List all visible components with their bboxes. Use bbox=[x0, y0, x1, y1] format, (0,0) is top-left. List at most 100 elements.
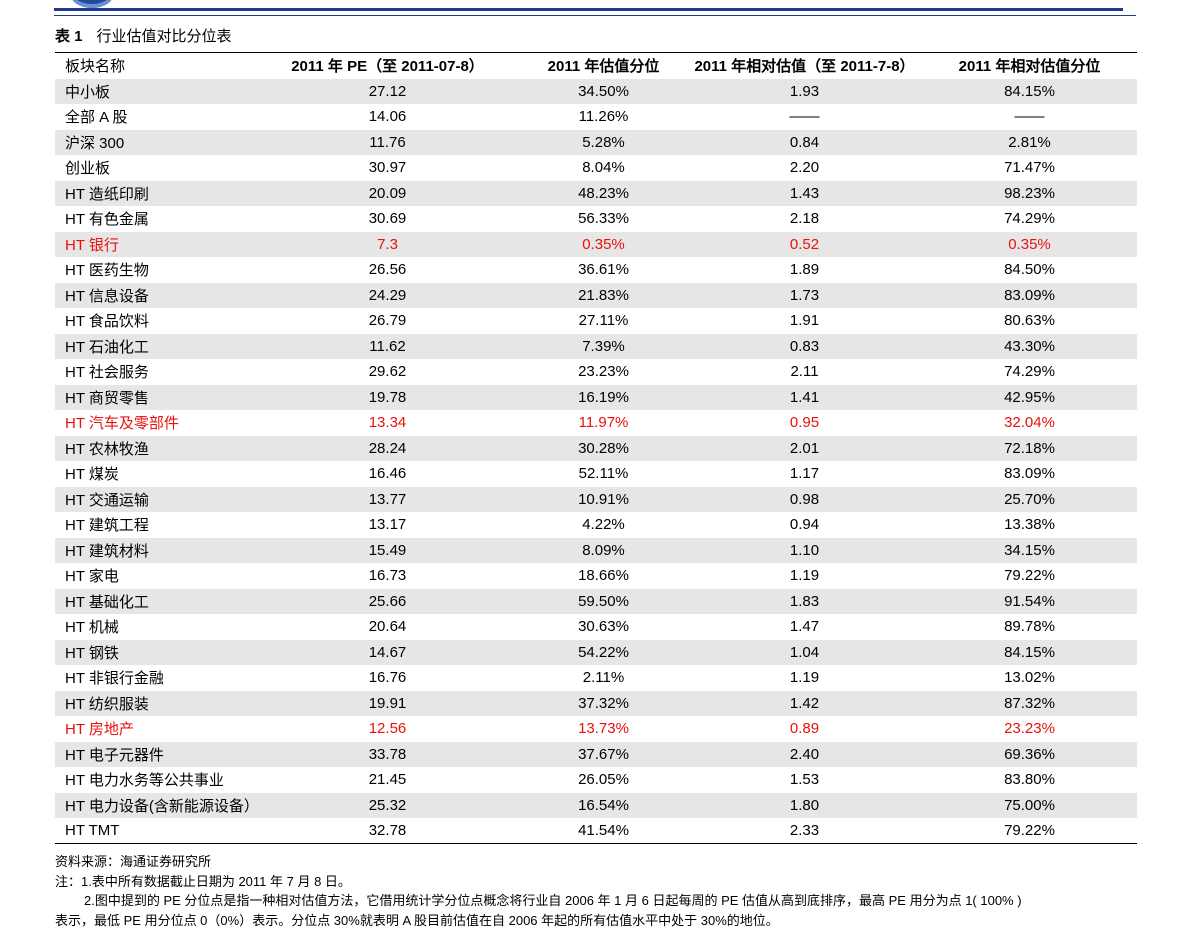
cell-pe-percentile: 10.91% bbox=[578, 490, 629, 508]
cell-relative-valuation: 1.19 bbox=[789, 669, 820, 687]
cell-relative-valuation: —— bbox=[789, 108, 820, 126]
cell-sector-name: HT 电力水务等公共事业 bbox=[65, 772, 224, 790]
cell-relative-percentile: 98.23% bbox=[1004, 184, 1055, 202]
table-row: HT 食品饮料 26.79 27.11% 1.91 80.63% bbox=[55, 308, 1137, 334]
cell-pe: 24.29 bbox=[368, 286, 407, 304]
cell-relative-valuation: 0.84 bbox=[789, 133, 820, 151]
cell-pe-percentile: 27.11% bbox=[578, 312, 629, 330]
cell-pe-percentile: 16.19% bbox=[578, 388, 629, 406]
cell-relative-valuation: 1.04 bbox=[789, 643, 820, 661]
cell-pe-percentile: 26.05% bbox=[578, 771, 629, 789]
cell-sector-name: 沪深 300 bbox=[65, 134, 125, 152]
table-row: HT 房地产 12.56 13.73% 0.89 23.23% bbox=[55, 716, 1137, 742]
cell-pe-percentile: 23.23% bbox=[578, 363, 629, 381]
column-header-relative-percentile: 2011 年相对估值分位 bbox=[922, 52, 1137, 79]
valuation-table: 板块名称 2011 年 PE（至 2011-07-8） 2011 年估值分位 2… bbox=[55, 52, 1137, 844]
cell-relative-percentile: 13.02% bbox=[1004, 669, 1055, 687]
cell-relative-percentile: 13.38% bbox=[1004, 516, 1055, 534]
cell-relative-valuation: 1.93 bbox=[789, 82, 820, 100]
cell-relative-percentile: 83.09% bbox=[1004, 465, 1055, 483]
cell-sector-name: HT 电子元器件 bbox=[65, 746, 164, 764]
cell-pe-percentile: 11.97% bbox=[578, 414, 629, 432]
table-row: HT 建筑材料 15.49 8.09% 1.10 34.15% bbox=[55, 537, 1137, 563]
cell-relative-percentile: 42.95% bbox=[1004, 388, 1055, 406]
cell-pe: 11.62 bbox=[369, 337, 406, 355]
table-row: HT 基础化工 25.66 59.50% 1.83 91.54% bbox=[55, 588, 1137, 614]
column-header-relative-valuation: 2011 年相对估值（至 2011-7-8） bbox=[687, 52, 922, 79]
cell-pe: 33.78 bbox=[368, 745, 407, 763]
cell-relative-percentile: 74.29% bbox=[1004, 363, 1055, 381]
cell-sector-name: HT 建筑工程 bbox=[65, 517, 149, 535]
cell-relative-valuation: 1.91 bbox=[789, 312, 820, 330]
cell-sector-name: HT 钢铁 bbox=[65, 644, 119, 662]
cell-pe-percentile: 16.54% bbox=[578, 796, 629, 814]
cell-pe: 16.73 bbox=[368, 567, 407, 585]
cell-pe-percentile: 37.32% bbox=[578, 694, 629, 712]
footnote-1: 注：1.表中所有数据截止日期为 2011 年 7 月 8 日。 bbox=[55, 873, 351, 889]
notes-section: 资料来源：海通证券研究所 注：1.表中所有数据截止日期为 2011 年 7 月 … bbox=[55, 852, 1137, 930]
table-row: HT 农林牧渔 28.24 30.28% 2.01 72.18% bbox=[55, 435, 1137, 461]
cell-relative-valuation: 0.98 bbox=[789, 490, 820, 508]
cell-pe: 16.76 bbox=[368, 669, 407, 687]
cell-relative-percentile: 80.63% bbox=[1004, 312, 1055, 330]
cell-relative-percentile: 23.23% bbox=[1004, 720, 1055, 738]
table-row: HT 电子元器件 33.78 37.67% 2.40 69.36% bbox=[55, 741, 1137, 767]
table-title-prefix: 表 1 bbox=[55, 28, 83, 45]
cell-sector-name: HT TMT bbox=[55, 818, 255, 844]
cell-pe-percentile: 30.63% bbox=[578, 618, 629, 636]
cell-pe: 13.34 bbox=[368, 414, 407, 432]
cell-pe-percentile: 37.67% bbox=[578, 745, 629, 763]
cell-relative-valuation: 1.10 bbox=[789, 541, 820, 559]
cell-pe: 25.66 bbox=[368, 592, 407, 610]
cell-relative-percentile: 75.00% bbox=[1004, 796, 1055, 814]
cell-pe: 16.46 bbox=[368, 465, 407, 483]
table-body: 中小板 27.12 34.50% 1.93 84.15% 全部 A 股 14.06 11.26… bbox=[55, 78, 1137, 844]
cell-relative-valuation: 1.41 bbox=[789, 388, 820, 406]
cell-sector-name: HT 医药生物 bbox=[65, 262, 149, 280]
cell-pe: 12.56 bbox=[368, 720, 407, 738]
cell-relative-valuation: 1.73 bbox=[789, 286, 820, 304]
cell-relative-valuation: 1.43 bbox=[789, 184, 820, 202]
column-header-pe: 2011 年 PE（至 2011-07-8） bbox=[255, 52, 520, 79]
cell-pe-percentile: 8.04% bbox=[582, 159, 625, 177]
cell-pe-percentile: 59.50% bbox=[578, 592, 629, 610]
cell-relative-valuation: 2.20 bbox=[789, 159, 820, 177]
table-row: HT 家电 16.73 18.66% 1.19 79.22% bbox=[55, 563, 1137, 589]
cell-sector-name: HT 电力设备(含新能源设备） bbox=[65, 797, 259, 815]
cell-relative-valuation: 0.83 bbox=[789, 337, 820, 355]
cell-relative-valuation: 1.83 bbox=[789, 592, 820, 610]
cell-sector-name: HT 房地产 bbox=[65, 721, 134, 739]
cell-pe: 14.67 bbox=[368, 643, 407, 661]
cell-sector-name: HT 信息设备 bbox=[65, 287, 149, 305]
cell-pe-percentile: 11.26% bbox=[578, 108, 629, 126]
cell-sector-name: HT 家电 bbox=[65, 568, 119, 586]
cell-relative-valuation: 0.94 bbox=[789, 516, 820, 534]
cell-relative-percentile: 89.78% bbox=[1004, 618, 1055, 636]
table-row: HT 建筑工程 13.17 4.22% 0.94 13.38% bbox=[55, 512, 1137, 538]
table-header-row: 板块名称 2011 年 PE（至 2011-07-8） 2011 年估值分位 2… bbox=[55, 52, 1137, 79]
cell-pe: 15.49 bbox=[368, 541, 407, 559]
cell-pe: 26.79 bbox=[368, 312, 407, 330]
cell-pe: 14.06 bbox=[368, 108, 407, 126]
header-rule-thin bbox=[54, 15, 1136, 16]
table-row: HT 电力设备(含新能源设备） 25.32 16.54% 1.80 75.00% bbox=[55, 792, 1137, 818]
cell-pe: 28.24 bbox=[368, 439, 407, 457]
cell-relative-percentile: 43.30% bbox=[1004, 337, 1055, 355]
cell-relative-valuation: 0.52 bbox=[789, 235, 820, 253]
cell-relative-percentile: 84.15% bbox=[1004, 643, 1055, 661]
cell-sector-name: 全部 A 股 bbox=[65, 109, 128, 127]
cell-sector-name: HT 交通运输 bbox=[65, 491, 149, 509]
table-row: HT 有色金属 30.69 56.33% 2.18 74.29% bbox=[55, 206, 1137, 232]
cell-relative-valuation: 1.80 bbox=[789, 796, 820, 814]
cell-relative-valuation: 1.47 bbox=[789, 618, 820, 636]
cell-pe-percentile: 41.54% bbox=[520, 818, 687, 844]
cell-pe: 32.78 bbox=[255, 818, 520, 844]
table-row: HT 石油化工 11.62 7.39% 0.83 43.30% bbox=[55, 333, 1137, 359]
cell-sector-name: HT 基础化工 bbox=[65, 593, 149, 611]
cell-relative-percentile: 34.15% bbox=[1004, 541, 1055, 559]
table-row: 创业板 30.97 8.04% 2.20 71.47% bbox=[55, 155, 1137, 181]
cell-pe: 7.3 bbox=[377, 235, 398, 253]
cell-relative-valuation: 2.11 bbox=[790, 363, 819, 381]
column-header-pe-percentile: 2011 年估值分位 bbox=[520, 52, 687, 79]
cell-sector-name: 创业板 bbox=[65, 160, 111, 178]
